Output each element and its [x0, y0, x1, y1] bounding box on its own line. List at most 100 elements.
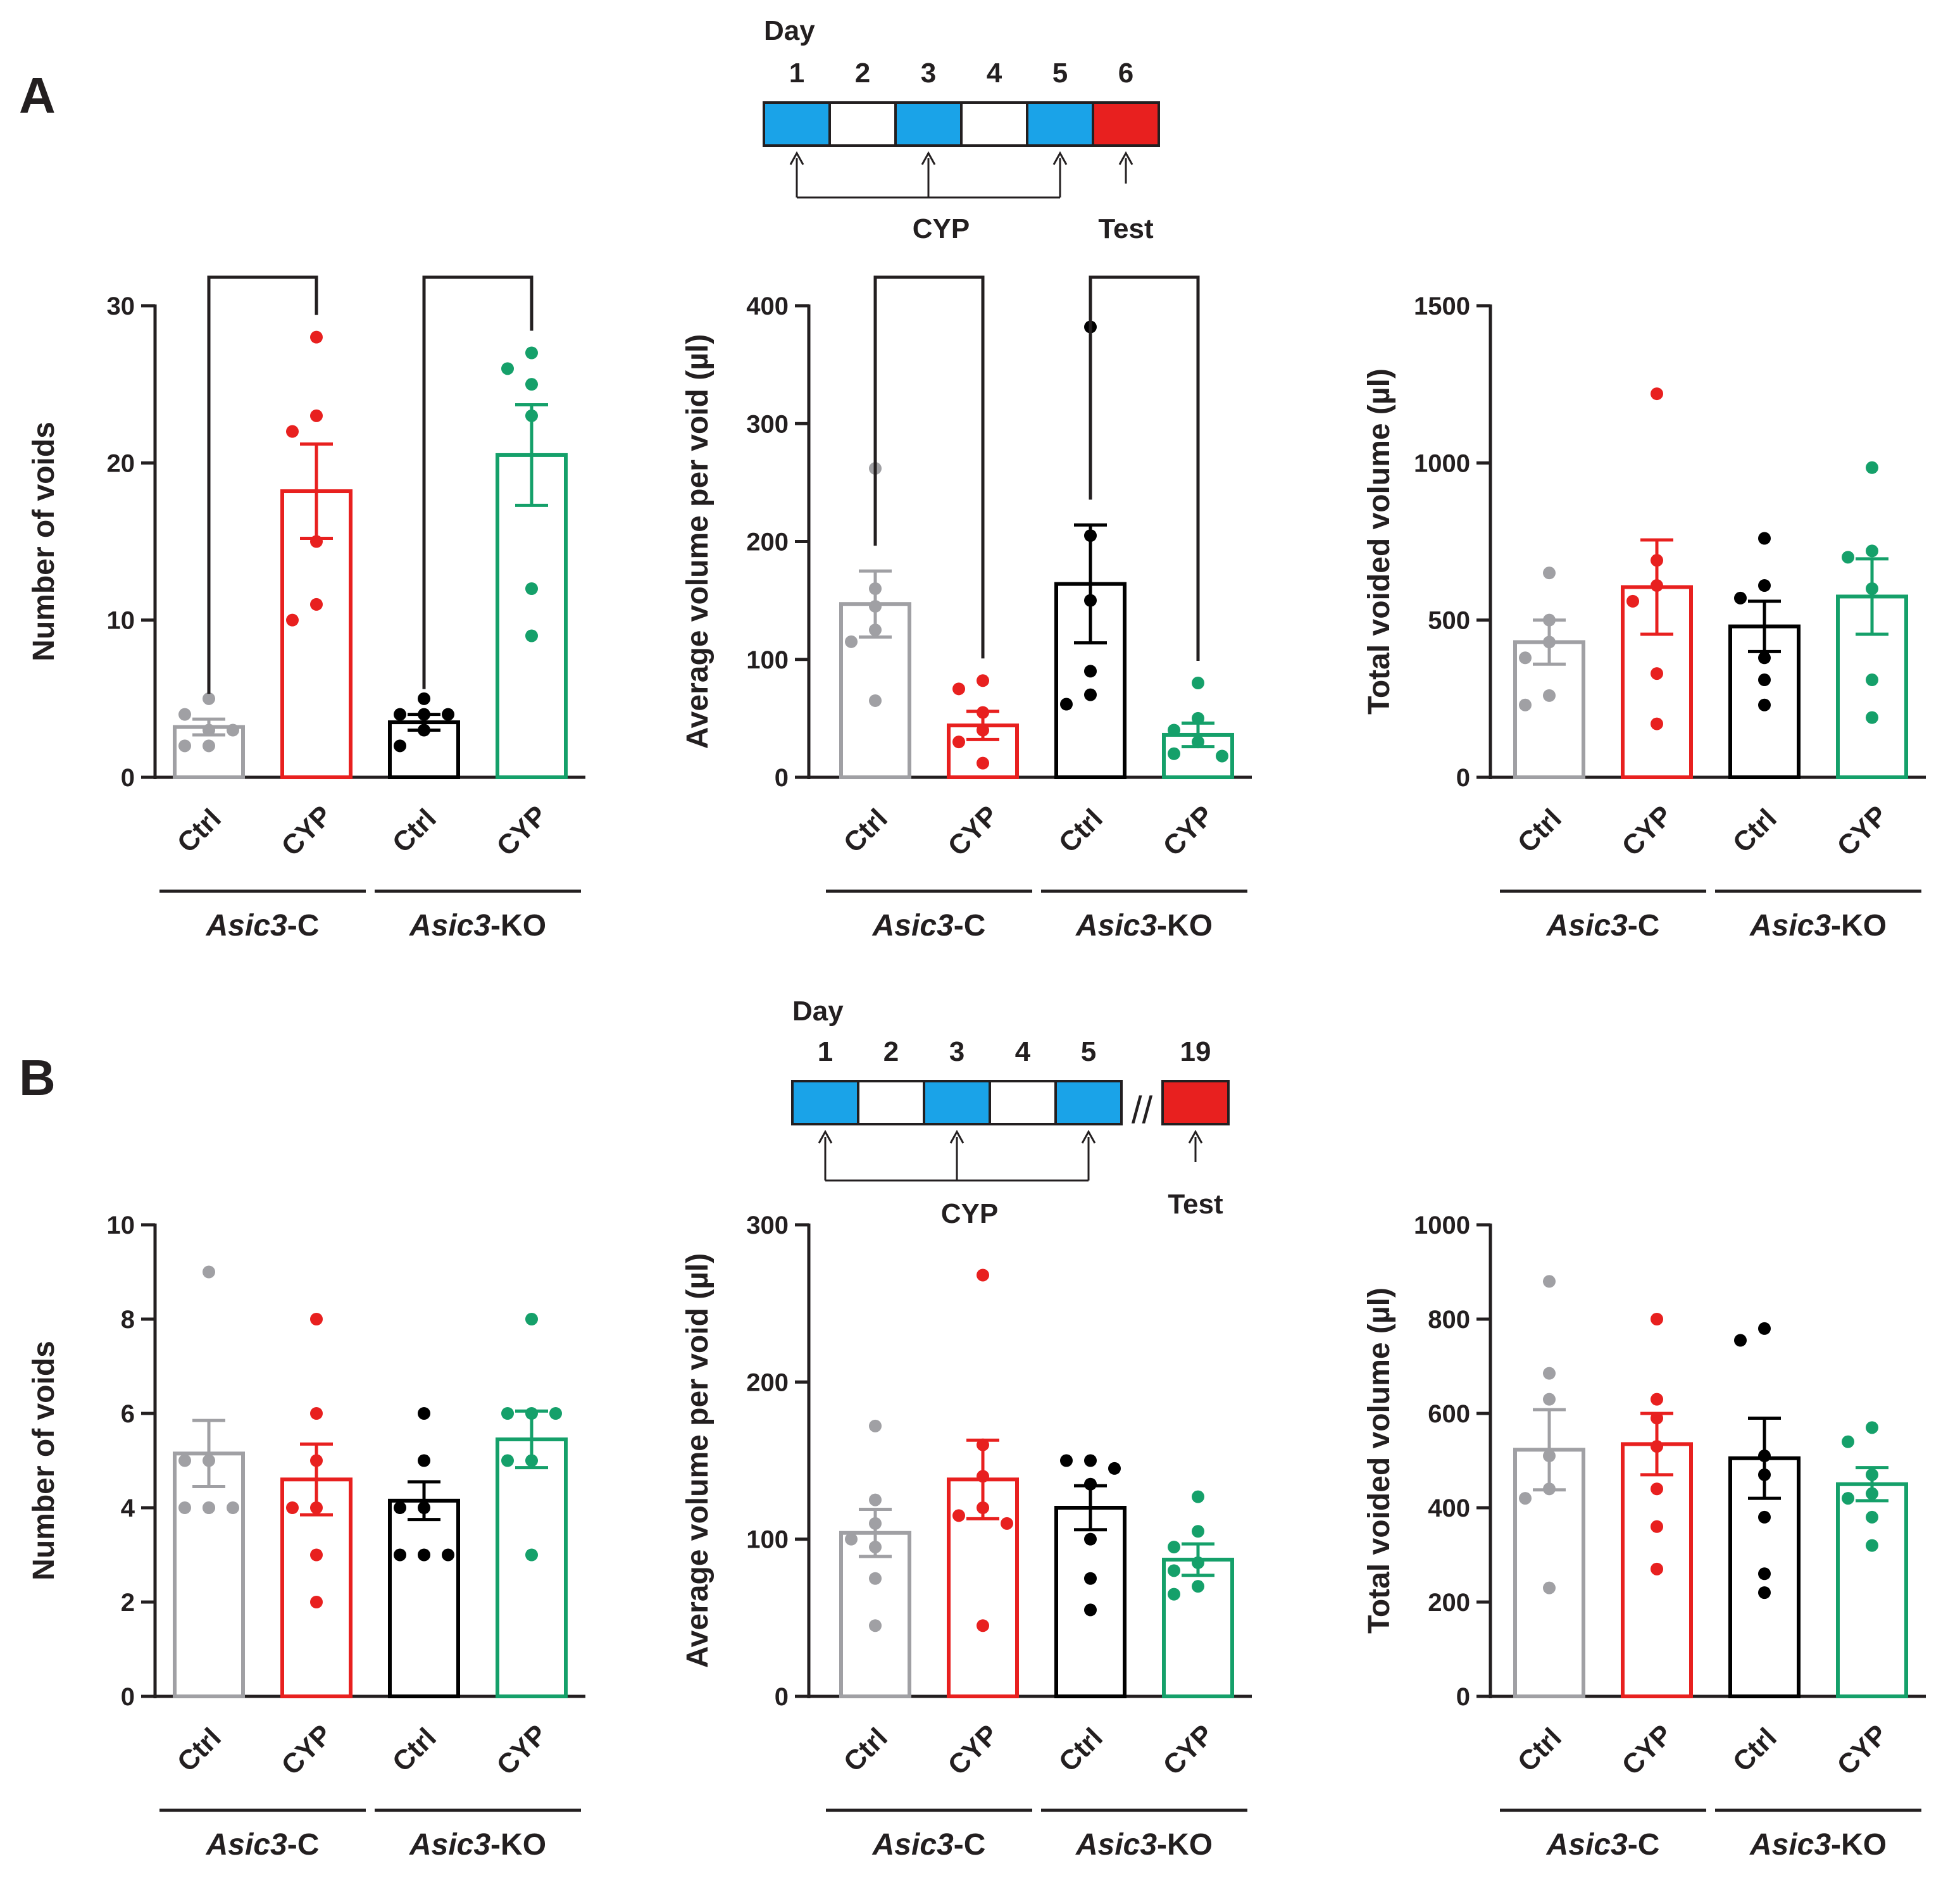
y-tick-label: 200 — [1428, 1589, 1470, 1617]
chart-a-3: 0 500 1000 1500 Total voided volume (µl) Ctrl… — [1363, 292, 1926, 943]
day-box-6 — [1092, 101, 1160, 147]
y-tick-label: 300 — [746, 410, 789, 438]
data-point — [869, 1419, 882, 1432]
x-category-label: Ctrl — [1727, 1722, 1783, 1778]
y-tick-label: 10 — [107, 1212, 135, 1239]
data-point — [1519, 1492, 1532, 1505]
bar-4 — [496, 1437, 568, 1699]
day-box-19 — [1161, 1080, 1230, 1125]
x-category-label: CYP — [1157, 799, 1220, 862]
data-point — [869, 1517, 882, 1530]
data-point — [310, 409, 323, 422]
data-point — [525, 1548, 538, 1562]
significance-bracket — [422, 275, 534, 689]
day-number: 19 — [1180, 1036, 1211, 1067]
day-number: 6 — [1118, 58, 1133, 89]
group-label: Asic3-C — [872, 909, 986, 943]
data-point — [418, 708, 430, 721]
data-point — [1192, 736, 1204, 749]
y-tick-label: 500 — [1428, 607, 1470, 635]
data-point — [1084, 1603, 1097, 1617]
x-category-label: CYP — [490, 1719, 553, 1781]
data-point — [310, 1548, 323, 1562]
data-point — [1084, 665, 1097, 678]
significance-bracket — [207, 275, 318, 694]
data-point — [1168, 723, 1180, 737]
y-tick-label: 0 — [775, 1683, 789, 1711]
data-point — [1543, 1482, 1556, 1496]
day-box-4 — [960, 101, 1028, 147]
group-label: Asic3-KO — [1749, 909, 1887, 943]
data-point — [1842, 1435, 1854, 1448]
data-point — [525, 1313, 538, 1325]
chart-b-2: 0 100 200 300 Average volume per void (µl) Ct… — [681, 1212, 1252, 1862]
arrow-head — [1118, 151, 1133, 165]
x-category-label: CYP — [490, 799, 553, 862]
data-point — [869, 1493, 882, 1506]
data-point — [1842, 1492, 1854, 1505]
data-point — [1084, 688, 1097, 701]
x-category-label: Ctrl — [387, 803, 442, 859]
data-point — [977, 706, 989, 719]
x-category-label: Ctrl — [1053, 1722, 1109, 1778]
day-box-5 — [1054, 1080, 1123, 1125]
data-point — [977, 1619, 989, 1632]
y-tick-label: 100 — [746, 1526, 789, 1554]
data-point — [418, 692, 430, 705]
data-point — [394, 1501, 406, 1514]
y-tick-label: 400 — [1428, 1494, 1470, 1522]
data-point — [977, 1268, 989, 1282]
y-tick-label: 100 — [746, 646, 789, 674]
data-point — [1758, 651, 1771, 665]
data-point — [952, 736, 965, 749]
data-point — [525, 409, 538, 422]
data-point — [178, 1454, 191, 1467]
data-point — [286, 613, 299, 627]
y-axis-label: Total voided volume (µl) — [1363, 368, 1396, 715]
data-point — [1192, 711, 1204, 725]
data-point — [525, 582, 538, 595]
timelines: Day 1 2 3 4 5 6 CYP Test Day 1 2 3 4 5 19 // CYP Test — [763, 15, 1230, 1229]
y-axis-label: Average volume per void (µl) — [681, 334, 715, 749]
x-category-label: Ctrl — [172, 803, 227, 859]
day-box-4 — [989, 1080, 1057, 1125]
data-point — [977, 723, 989, 737]
arrow-head — [818, 1129, 833, 1144]
x-category-label: CYP — [1157, 1719, 1220, 1781]
group-label: Asic3-KO — [1075, 1828, 1213, 1862]
data-point — [1734, 591, 1747, 604]
data-point — [418, 1501, 430, 1514]
data-point — [1543, 567, 1556, 580]
data-point — [1651, 1313, 1663, 1325]
day-number: 1 — [789, 58, 804, 89]
y-tick-label: 20 — [107, 449, 135, 477]
data-point — [1519, 698, 1532, 711]
chart-a-1: 0 10 20 30 Number of voids Ctrl CYP Ctrl CYP Asic… — [27, 275, 585, 943]
data-point — [977, 1470, 989, 1483]
data-point — [418, 1407, 430, 1420]
data-point — [310, 1596, 323, 1608]
y-tick-label: 0 — [1456, 1683, 1470, 1711]
data-point — [1758, 1322, 1771, 1335]
data-point — [1758, 579, 1771, 592]
x-category-label: Ctrl — [1512, 803, 1568, 859]
day-number: 4 — [987, 58, 1002, 89]
data-point — [203, 1501, 215, 1514]
bar-1 — [173, 1451, 245, 1698]
data-point — [442, 1548, 454, 1562]
x-category-label: Ctrl — [1512, 1722, 1568, 1778]
data-point — [1651, 1393, 1663, 1406]
chart-b-3: 0 200 400 600 800 1000 Total voided volume (µl… — [1363, 1212, 1926, 1862]
data-point — [1543, 613, 1556, 627]
data-point — [952, 1509, 965, 1522]
data-point — [1758, 673, 1771, 687]
cyp-label: CYP — [941, 1198, 998, 1229]
data-point — [977, 1501, 989, 1514]
y-tick-label: 300 — [746, 1212, 789, 1239]
data-point — [1734, 1334, 1747, 1347]
data-point — [1651, 579, 1663, 592]
y-tick-label: 10 — [107, 607, 135, 635]
x-category-label: CYP — [942, 799, 1004, 862]
group-label: Asic3-KO — [1749, 1828, 1887, 1862]
day-number: 2 — [855, 58, 870, 89]
